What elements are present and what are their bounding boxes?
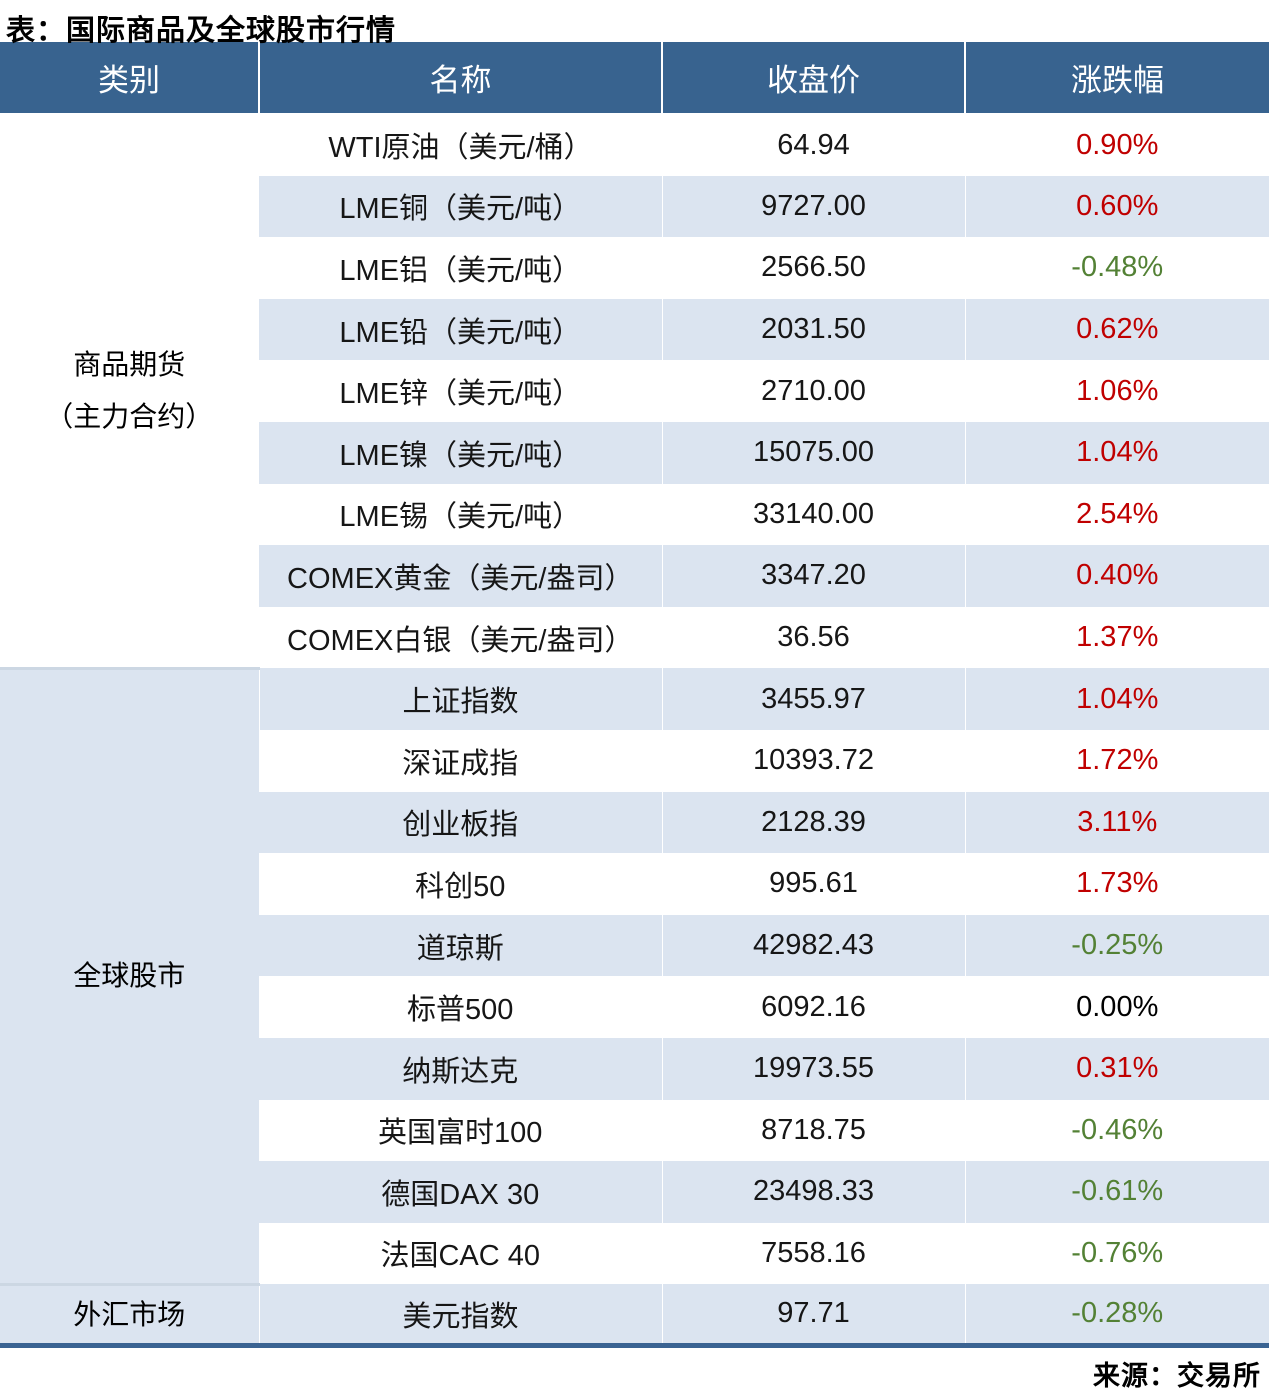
name-cell: 标普500 (259, 976, 662, 1038)
table-body: 商品期货 （主力合约） WTI原油（美元/桶） 64.94 0.90% LME铜（美元/吨… (0, 114, 1269, 1346)
change-percent-cell: 0.00% (964, 976, 1269, 1038)
table-row: 标普500 6092.16 0.00% (0, 976, 1269, 1038)
change-percent-cell: -0.25% (964, 914, 1269, 977)
close-price-cell: 9727.00 (661, 175, 965, 238)
close-price-cell: 10393.72 (661, 729, 965, 792)
table-header: 类别 名称 收盘价 涨跌幅 (0, 42, 1269, 115)
category-cell: 商品期货 （主力合约） (0, 114, 259, 670)
name-cell: LME镍（美元/吨） (259, 421, 662, 484)
column-header-2: 收盘价 (661, 42, 965, 115)
table-row: LME锌（美元/吨） 2710.00 1.06% (0, 360, 1269, 422)
name-cell: LME铝（美元/吨） (259, 237, 662, 299)
name-cell: COMEX黄金（美元/盎司） (259, 545, 662, 607)
change-percent-cell: 0.90% (964, 114, 1269, 176)
column-header-0: 类别 (0, 42, 259, 115)
column-header-3: 涨跌幅 (964, 42, 1269, 115)
name-cell: 英国富时100 (259, 1099, 662, 1162)
change-percent-cell: 0.62% (964, 298, 1269, 361)
change-percent-cell: 1.06% (964, 360, 1269, 422)
change-percent-cell: 1.04% (964, 668, 1269, 730)
table-title: 表：国际商品及全球股市行情 (6, 15, 397, 47)
category-line: 商品期货 (73, 349, 186, 381)
close-price-cell: 15075.00 (661, 421, 965, 484)
close-price-cell: 2566.50 (661, 237, 965, 299)
close-price-cell: 2031.50 (661, 298, 965, 361)
name-cell: WTI原油（美元/桶） (258, 114, 662, 176)
close-price-cell: 3455.97 (661, 668, 965, 730)
change-percent-cell: 3.11% (964, 791, 1269, 854)
table-row: COMEX黄金（美元/盎司） 3347.20 0.40% (0, 545, 1269, 607)
category-line: （主力合约） (45, 400, 214, 432)
name-cell: LME锌（美元/吨） (259, 360, 662, 422)
table-row: LME镍（美元/吨） 15075.00 1.04% (0, 421, 1269, 484)
change-percent-cell: 1.72% (964, 729, 1269, 792)
change-percent-cell: 0.31% (964, 1037, 1269, 1100)
name-cell: 深证成指 (259, 729, 662, 792)
close-price-cell: 64.94 (661, 114, 965, 176)
header-row: 类别 名称 收盘价 涨跌幅 (0, 42, 1269, 115)
change-percent-cell: -0.61% (964, 1161, 1269, 1223)
change-percent-cell: 0.40% (964, 545, 1269, 607)
name-cell: COMEX白银（美元/盎司） (259, 606, 662, 669)
table-row: 纳斯达克 19973.55 0.31% (0, 1037, 1269, 1100)
close-price-cell: 8718.75 (661, 1099, 965, 1162)
table-row: 英国富时100 8718.75 -0.46% (0, 1099, 1269, 1162)
table-row: 商品期货 （主力合约） WTI原油（美元/桶） 64.94 0.90% (0, 114, 1269, 670)
name-cell: 科创50 (259, 853, 662, 915)
close-price-cell: 33140.00 (661, 483, 965, 546)
table-row: LME铜（美元/吨） 9727.00 0.60% (0, 175, 1269, 238)
change-percent-cell: 0.60% (964, 175, 1269, 238)
category-line: 外汇市场 (73, 1298, 186, 1330)
name-cell: LME铜（美元/吨） (259, 175, 662, 238)
close-price-cell: 995.61 (661, 853, 965, 915)
change-percent-cell: -0.46% (964, 1099, 1269, 1162)
change-percent-cell: -0.28% (964, 1284, 1269, 1346)
close-price-cell: 42982.43 (661, 914, 965, 977)
change-percent-cell: -0.48% (964, 237, 1269, 299)
name-cell: 法国CAC 40 (259, 1222, 662, 1285)
close-price-cell: 7558.16 (661, 1222, 965, 1285)
name-cell: 纳斯达克 (259, 1037, 662, 1100)
close-price-cell: 6092.16 (661, 976, 965, 1038)
name-cell: LME锡（美元/吨） (259, 483, 662, 546)
table-row: 科创50 995.61 1.73% (0, 853, 1269, 915)
name-cell: 上证指数 (258, 668, 662, 730)
close-price-cell: 19973.55 (661, 1037, 965, 1100)
source-label: 来源：交易所 (1093, 1361, 1261, 1392)
name-cell: 道琼斯 (259, 914, 662, 977)
table-row: 道琼斯 42982.43 -0.25% (0, 914, 1269, 977)
close-price-cell: 2710.00 (661, 360, 965, 422)
table-row: LME铅（美元/吨） 2031.50 0.62% (0, 298, 1269, 361)
close-price-cell: 97.71 (661, 1284, 965, 1346)
table-row: 外汇市场 美元指数 97.71 -0.28% (0, 1284, 1269, 1346)
name-cell: LME铅（美元/吨） (259, 298, 662, 361)
table-row: 深证成指 10393.72 1.72% (0, 729, 1269, 792)
name-cell: 美元指数 (258, 1284, 662, 1346)
table-row: 全球股市 上证指数 3455.97 1.04% (0, 668, 1269, 1286)
change-percent-cell: 1.37% (964, 606, 1269, 669)
table-row: LME锡（美元/吨） 33140.00 2.54% (0, 483, 1269, 546)
close-price-cell: 36.56 (661, 606, 965, 669)
change-percent-cell: 2.54% (964, 483, 1269, 546)
name-cell: 德国DAX 30 (259, 1161, 662, 1223)
table-row: 德国DAX 30 23498.33 -0.61% (0, 1161, 1269, 1223)
market-table: 类别 名称 收盘价 涨跌幅 商品期货 （主力合约） WTI原油（美元/桶） 64.94 0.9… (0, 42, 1269, 1349)
table-row: 法国CAC 40 7558.16 -0.76% (0, 1222, 1269, 1285)
change-percent-cell: 1.04% (964, 421, 1269, 484)
column-header-1: 名称 (258, 42, 662, 115)
change-percent-cell: 1.73% (964, 853, 1269, 915)
table-row: LME铝（美元/吨） 2566.50 -0.48% (0, 237, 1269, 299)
change-percent-cell: -0.76% (964, 1222, 1269, 1285)
category-line: 全球股市 (73, 960, 186, 992)
table-row: 创业板指 2128.39 3.11% (0, 791, 1269, 854)
table-row: COMEX白银（美元/盎司） 36.56 1.37% (0, 606, 1269, 669)
close-price-cell: 3347.20 (661, 545, 965, 607)
category-cell: 全球股市 (0, 668, 259, 1286)
close-price-cell: 2128.39 (661, 791, 965, 854)
close-price-cell: 23498.33 (661, 1161, 965, 1223)
name-cell: 创业板指 (259, 791, 662, 854)
category-cell: 外汇市场 (0, 1284, 259, 1346)
